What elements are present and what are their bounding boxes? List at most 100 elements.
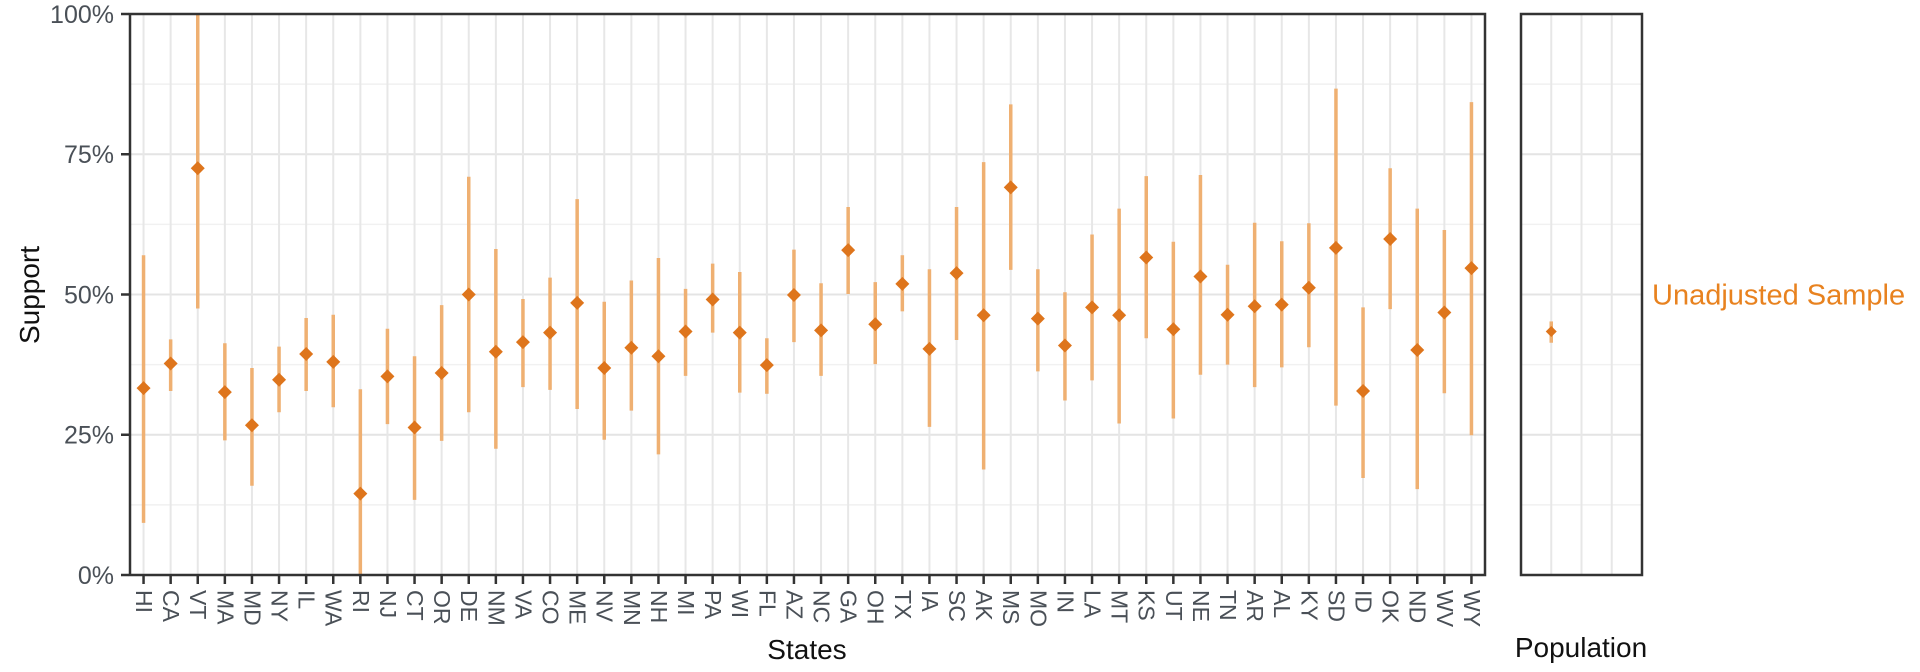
y-tick-label: 0%	[78, 562, 114, 590]
x-tick-label-IL: IL	[294, 590, 320, 609]
x-tick-label-TN: TN	[1215, 590, 1241, 621]
point-population	[1545, 326, 1557, 338]
point-RI	[353, 486, 368, 501]
x-tick-label-TX: TX	[890, 590, 916, 619]
x-tick-label-NJ: NJ	[375, 590, 401, 618]
point-WY	[1464, 261, 1479, 276]
point-NE	[1193, 269, 1208, 284]
x-tick-label-NM: NM	[483, 590, 509, 626]
point-MN	[624, 340, 639, 355]
point-AR	[1247, 299, 1262, 314]
y-tick-label: 25%	[64, 422, 114, 450]
point-AZ	[786, 288, 801, 303]
x-tick-label-MN: MN	[619, 590, 645, 626]
point-SC	[949, 266, 964, 281]
point-LA	[1085, 300, 1100, 315]
x-axis-title: States	[767, 634, 847, 665]
point-UT	[1166, 322, 1181, 337]
y-axis-title: Support	[14, 245, 45, 345]
point-FL	[759, 358, 774, 373]
x-tick-label-CT: CT	[402, 590, 428, 621]
point-VA	[515, 335, 530, 350]
point-CT	[407, 420, 422, 435]
x-tick-label-AR: AR	[1242, 590, 1268, 622]
x-tick-label-SD: SD	[1323, 590, 1349, 622]
point-ND	[1410, 343, 1425, 358]
x-tick-label-KY: KY	[1296, 590, 1322, 621]
point-OH	[868, 317, 883, 332]
point-NV	[597, 360, 612, 375]
x-tick-label-MA: MA	[212, 590, 238, 625]
x-tick-label-AZ: AZ	[781, 590, 807, 619]
point-AK	[976, 308, 991, 323]
point-ID	[1356, 383, 1371, 398]
point-CA	[163, 356, 178, 371]
x-tick-label-KS: KS	[1134, 590, 1160, 621]
x-tick-label-RI: RI	[348, 590, 374, 613]
point-VT	[190, 161, 205, 176]
x-tick-label-MD: MD	[239, 590, 265, 626]
point-ME	[570, 295, 585, 310]
point-NM	[488, 344, 503, 359]
x-tick-label-NC: NC	[808, 590, 834, 623]
point-TX	[895, 276, 910, 291]
point-HI	[136, 381, 151, 396]
x-tick-label-AL: AL	[1269, 590, 1295, 618]
point-AL	[1274, 297, 1289, 312]
point-IA	[922, 341, 937, 356]
point-MO	[1030, 311, 1045, 326]
point-CO	[543, 325, 558, 340]
point-MI	[678, 324, 693, 339]
point-NY	[272, 372, 287, 387]
point-WA	[326, 354, 341, 369]
point-OR	[434, 366, 449, 381]
point-MA	[217, 385, 232, 400]
x-tick-label-LA: LA	[1079, 590, 1105, 619]
x-tick-label-WV: WV	[1432, 590, 1458, 628]
x-tick-label-VT: VT	[185, 590, 211, 619]
point-IN	[1057, 338, 1072, 353]
point-PA	[705, 292, 720, 307]
point-IL	[299, 346, 314, 361]
point-WI	[732, 325, 747, 340]
x-tick-label-NH: NH	[646, 590, 672, 623]
x-tick-label-OK: OK	[1378, 590, 1404, 624]
x-tick-label-OH: OH	[863, 590, 889, 625]
x-tick-label-WI: WI	[727, 590, 753, 618]
point-MT	[1112, 308, 1127, 323]
main-panel-border	[128, 12, 1487, 577]
x-tick-label-NY: NY	[266, 590, 292, 622]
x-tick-label-HI: HI	[131, 590, 157, 613]
x-tick-label-ME: ME	[565, 590, 591, 625]
x-tick-label-MT: MT	[1107, 590, 1133, 623]
x-tick-label-OR: OR	[429, 590, 455, 625]
y-tick-label: 75%	[64, 141, 114, 169]
x-tick-label-IA: IA	[917, 590, 943, 612]
x-tick-label-CO: CO	[537, 590, 563, 625]
point-KY	[1301, 280, 1316, 295]
x-tick-label-VA: VA	[510, 590, 536, 620]
population-panel-title: Population	[1514, 632, 1648, 663]
point-NJ	[380, 369, 395, 384]
x-tick-label-PA: PA	[700, 590, 726, 620]
x-tick-label-ND: ND	[1405, 590, 1431, 623]
y-tick-label: 50%	[64, 281, 114, 309]
point-NC	[814, 323, 829, 338]
x-tick-label-AK: AK	[971, 590, 997, 621]
x-tick-label-MI: MI	[673, 590, 699, 616]
point-OK	[1383, 231, 1398, 246]
point-DE	[461, 287, 476, 302]
point-WV	[1437, 305, 1452, 320]
point-MS	[1003, 180, 1018, 195]
population-panel-border	[1519, 12, 1644, 577]
point-NH	[651, 349, 666, 364]
x-tick-label-FL: FL	[754, 590, 780, 617]
point-GA	[841, 243, 856, 258]
x-tick-label-MS: MS	[998, 590, 1024, 625]
x-tick-label-WA: WA	[321, 590, 347, 627]
x-tick-label-NV: NV	[592, 590, 618, 623]
x-tick-label-WY: WY	[1459, 590, 1485, 627]
point-MD	[244, 418, 259, 433]
x-tick-label-CA: CA	[158, 590, 184, 623]
